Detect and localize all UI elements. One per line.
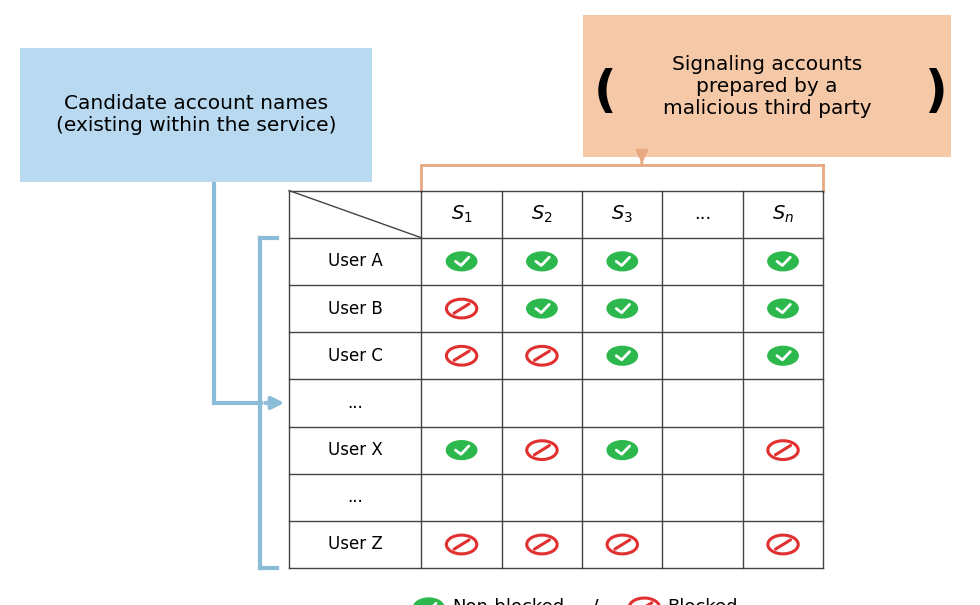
- Circle shape: [446, 346, 477, 365]
- Text: Blocked: Blocked: [667, 598, 738, 605]
- Text: /: /: [592, 598, 599, 605]
- Circle shape: [607, 535, 638, 554]
- Circle shape: [527, 252, 557, 270]
- Circle shape: [526, 346, 558, 365]
- Text: Non-blocked: Non-blocked: [452, 598, 564, 605]
- Circle shape: [607, 252, 638, 270]
- Circle shape: [767, 299, 798, 318]
- Text: Signaling accounts
prepared by a
malicious third party: Signaling accounts prepared by a malicio…: [662, 54, 871, 118]
- Text: $S_{1}$: $S_{1}$: [451, 203, 472, 225]
- Circle shape: [767, 440, 799, 460]
- Circle shape: [607, 440, 638, 459]
- Text: Candidate account names
(existing within the service): Candidate account names (existing within…: [56, 94, 336, 136]
- FancyBboxPatch shape: [583, 15, 951, 157]
- Text: ...: ...: [347, 394, 364, 412]
- Circle shape: [767, 535, 799, 554]
- Text: User A: User A: [328, 252, 382, 270]
- Text: User Z: User Z: [328, 535, 382, 554]
- Text: $S_{2}$: $S_{2}$: [531, 203, 553, 225]
- Text: $S_{3}$: $S_{3}$: [612, 203, 633, 225]
- Circle shape: [447, 440, 476, 459]
- Text: ): ): [924, 68, 948, 116]
- Circle shape: [628, 598, 661, 605]
- Circle shape: [526, 440, 558, 460]
- Circle shape: [414, 598, 444, 605]
- Text: ...: ...: [694, 205, 711, 223]
- Text: User B: User B: [328, 299, 382, 318]
- Circle shape: [447, 252, 476, 270]
- Text: User C: User C: [328, 347, 382, 365]
- Circle shape: [767, 252, 798, 270]
- Text: User X: User X: [328, 441, 382, 459]
- FancyBboxPatch shape: [20, 48, 372, 182]
- Circle shape: [607, 299, 638, 318]
- Circle shape: [446, 299, 477, 318]
- Circle shape: [527, 299, 557, 318]
- Circle shape: [607, 346, 638, 365]
- Text: $S_{n}$: $S_{n}$: [772, 203, 794, 225]
- Circle shape: [767, 346, 798, 365]
- Text: (: (: [593, 68, 616, 116]
- Circle shape: [446, 535, 477, 554]
- Text: ...: ...: [347, 488, 364, 506]
- Circle shape: [526, 535, 558, 554]
